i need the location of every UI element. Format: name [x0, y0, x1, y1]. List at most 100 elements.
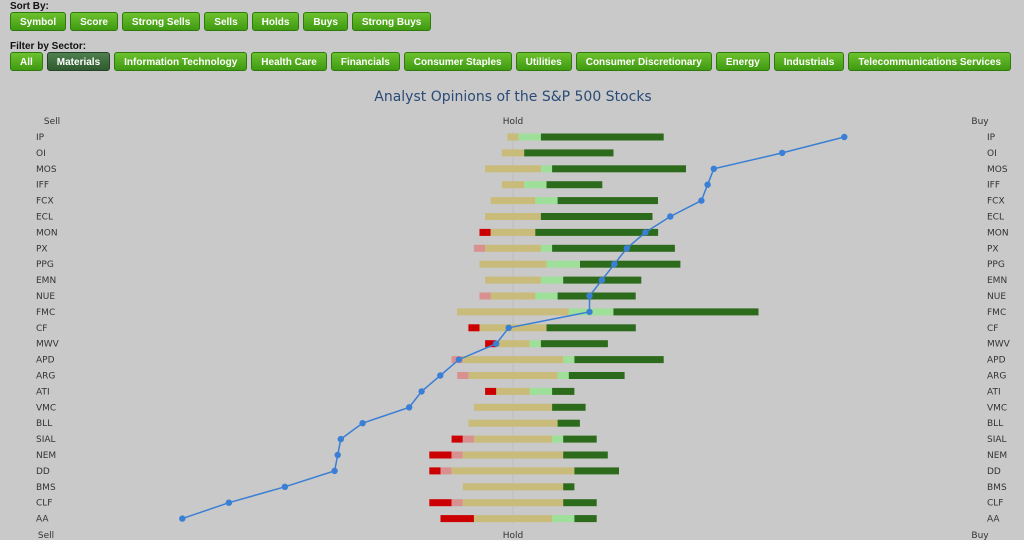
sort-strong-sells-button[interactable]: Strong Sells	[121, 12, 201, 31]
bar-ip-strong-buy	[540, 133, 664, 141]
score-points	[179, 133, 848, 522]
bar-ip-buy	[518, 133, 541, 141]
bar-dd-strong-buy	[574, 467, 619, 475]
right-label-px: PX	[987, 244, 999, 254]
sort-strong-buys-button[interactable]: Strong Buys	[351, 12, 432, 31]
filter-information-technology-button[interactable]: Information Technology	[114, 52, 248, 71]
sort-by-label: Sort By:	[10, 1, 49, 12]
bar-nue-hold	[490, 292, 536, 300]
right-label-mos: MOS	[987, 165, 1008, 175]
score-point-ecl[interactable]	[667, 213, 674, 220]
axis-top-hold-label: Hold	[503, 117, 524, 127]
bar-arg-buy	[557, 372, 569, 379]
left-label-mwv: MWV	[36, 340, 60, 350]
filter-industrials-button[interactable]: Industrials	[773, 52, 845, 71]
score-point-arg[interactable]	[437, 372, 444, 379]
right-label-arg: ARG	[987, 372, 1006, 382]
score-point-ip[interactable]	[841, 133, 848, 141]
bar-iff-strong-buy	[546, 181, 603, 189]
right-label-ati: ATI	[987, 387, 1001, 397]
score-point-px[interactable]	[623, 245, 630, 252]
sort-symbol-button[interactable]: Symbol	[10, 12, 67, 31]
filter-all-button[interactable]: All	[10, 52, 43, 71]
score-point-cf[interactable]	[505, 324, 512, 331]
bar-fcx-buy	[535, 197, 558, 205]
bar-mon-strong-sell	[479, 228, 491, 236]
bar-nem-strong-sell	[429, 451, 452, 459]
left-label-iff: IFF	[36, 181, 49, 191]
filter-button-row: All Materials Information Technology Health…	[10, 52, 1012, 71]
right-ticker-labels: IP OI MOS IFF FCX ECL MON PX PPG EMN NUE FMC CF MWV AP…	[987, 133, 1011, 525]
score-point-mos[interactable]	[710, 165, 717, 172]
right-label-vmc: VMC	[987, 403, 1007, 413]
score-point-nue[interactable]	[586, 292, 593, 300]
bar-nue-sell	[479, 292, 491, 300]
left-label-ecl: ECL	[36, 213, 53, 223]
right-label-aa: AA	[987, 515, 1000, 525]
left-label-aa: AA	[36, 515, 49, 525]
bar-fmc-hold	[457, 308, 569, 316]
left-label-cf: CF	[36, 324, 47, 334]
score-point-oi[interactable]	[779, 149, 786, 157]
bar-ppg-hold	[479, 260, 547, 268]
bar-sial-buy	[552, 435, 564, 443]
axis-bottom-sell-label: Sell	[38, 531, 54, 540]
right-label-iff: IFF	[987, 181, 1000, 191]
bar-px-sell	[473, 244, 486, 252]
right-label-fcx: FCX	[987, 197, 1005, 207]
filter-materials-button[interactable]: Materials	[46, 52, 111, 71]
score-point-bll[interactable]	[359, 420, 366, 427]
bar-sial-strong-buy	[563, 435, 597, 443]
score-point-aa[interactable]	[179, 515, 186, 522]
score-point-vmc[interactable]	[406, 404, 413, 411]
bar-ecl-hold	[485, 213, 541, 220]
filter-financials-button[interactable]: Financials	[330, 52, 400, 71]
left-label-clf: CLF	[36, 499, 52, 509]
left-label-sial: SIAL	[36, 435, 56, 445]
filter-health-care-button[interactable]: Health Care	[251, 52, 327, 71]
bar-oi-strong-buy	[524, 149, 614, 157]
score-point-ppg[interactable]	[611, 261, 618, 268]
left-label-dd: DD	[36, 467, 50, 477]
sort-score-button[interactable]: Score	[70, 12, 118, 31]
score-point-nem[interactable]	[334, 451, 341, 459]
score-point-ati[interactable]	[418, 388, 425, 395]
right-label-clf: CLF	[987, 499, 1003, 509]
bar-mos-strong-buy	[552, 165, 686, 173]
score-point-emn[interactable]	[598, 276, 606, 284]
bar-mon-strong-buy	[535, 228, 659, 236]
bar-mwv-strong-buy	[540, 340, 608, 348]
bar-ip-hold	[507, 133, 519, 141]
axis-top-buy-label: Buy	[971, 117, 989, 127]
right-label-bll: BLL	[987, 419, 1003, 429]
bar-sial-hold	[473, 435, 552, 443]
score-point-fcx[interactable]	[698, 197, 705, 204]
score-point-fmc[interactable]	[586, 308, 593, 316]
left-ticker-labels: IP OI MOS IFF FCX ECL MON PX PPG EMN NUE FMC CF MWV AP…	[36, 133, 60, 525]
sort-buys-button[interactable]: Buys	[303, 12, 348, 31]
score-point-clf[interactable]	[225, 499, 233, 506]
filter-utilities-button[interactable]: Utilities	[515, 52, 572, 71]
bar-nue-strong-buy	[557, 292, 636, 300]
filter-energy-button[interactable]: Energy	[715, 52, 770, 71]
left-label-apd: APD	[36, 356, 55, 366]
bar-arg-sell	[457, 372, 469, 379]
bar-fmc-strong-buy	[613, 308, 759, 316]
filter-telecommunications-services-button[interactable]: Telecommunications Services	[848, 52, 1012, 71]
stacked-bars	[429, 133, 759, 523]
filter-consumer-staples-button[interactable]: Consumer Staples	[403, 52, 512, 71]
score-point-dd[interactable]	[331, 467, 338, 475]
bar-px-buy	[540, 244, 553, 252]
score-point-bms[interactable]	[281, 483, 289, 490]
sort-sells-button[interactable]: Sells	[204, 12, 248, 31]
left-label-fcx: FCX	[36, 197, 54, 207]
sort-holds-button[interactable]: Holds	[251, 12, 300, 31]
bar-dd-sell	[440, 467, 452, 475]
score-point-sial[interactable]	[337, 435, 344, 443]
score-point-mon[interactable]	[642, 229, 649, 236]
score-point-mwv[interactable]	[493, 340, 500, 347]
score-point-iff[interactable]	[704, 181, 711, 188]
score-point-apd[interactable]	[455, 356, 463, 363]
bar-ppg-strong-buy	[580, 260, 681, 268]
filter-consumer-discretionary-button[interactable]: Consumer Discretionary	[575, 52, 712, 71]
